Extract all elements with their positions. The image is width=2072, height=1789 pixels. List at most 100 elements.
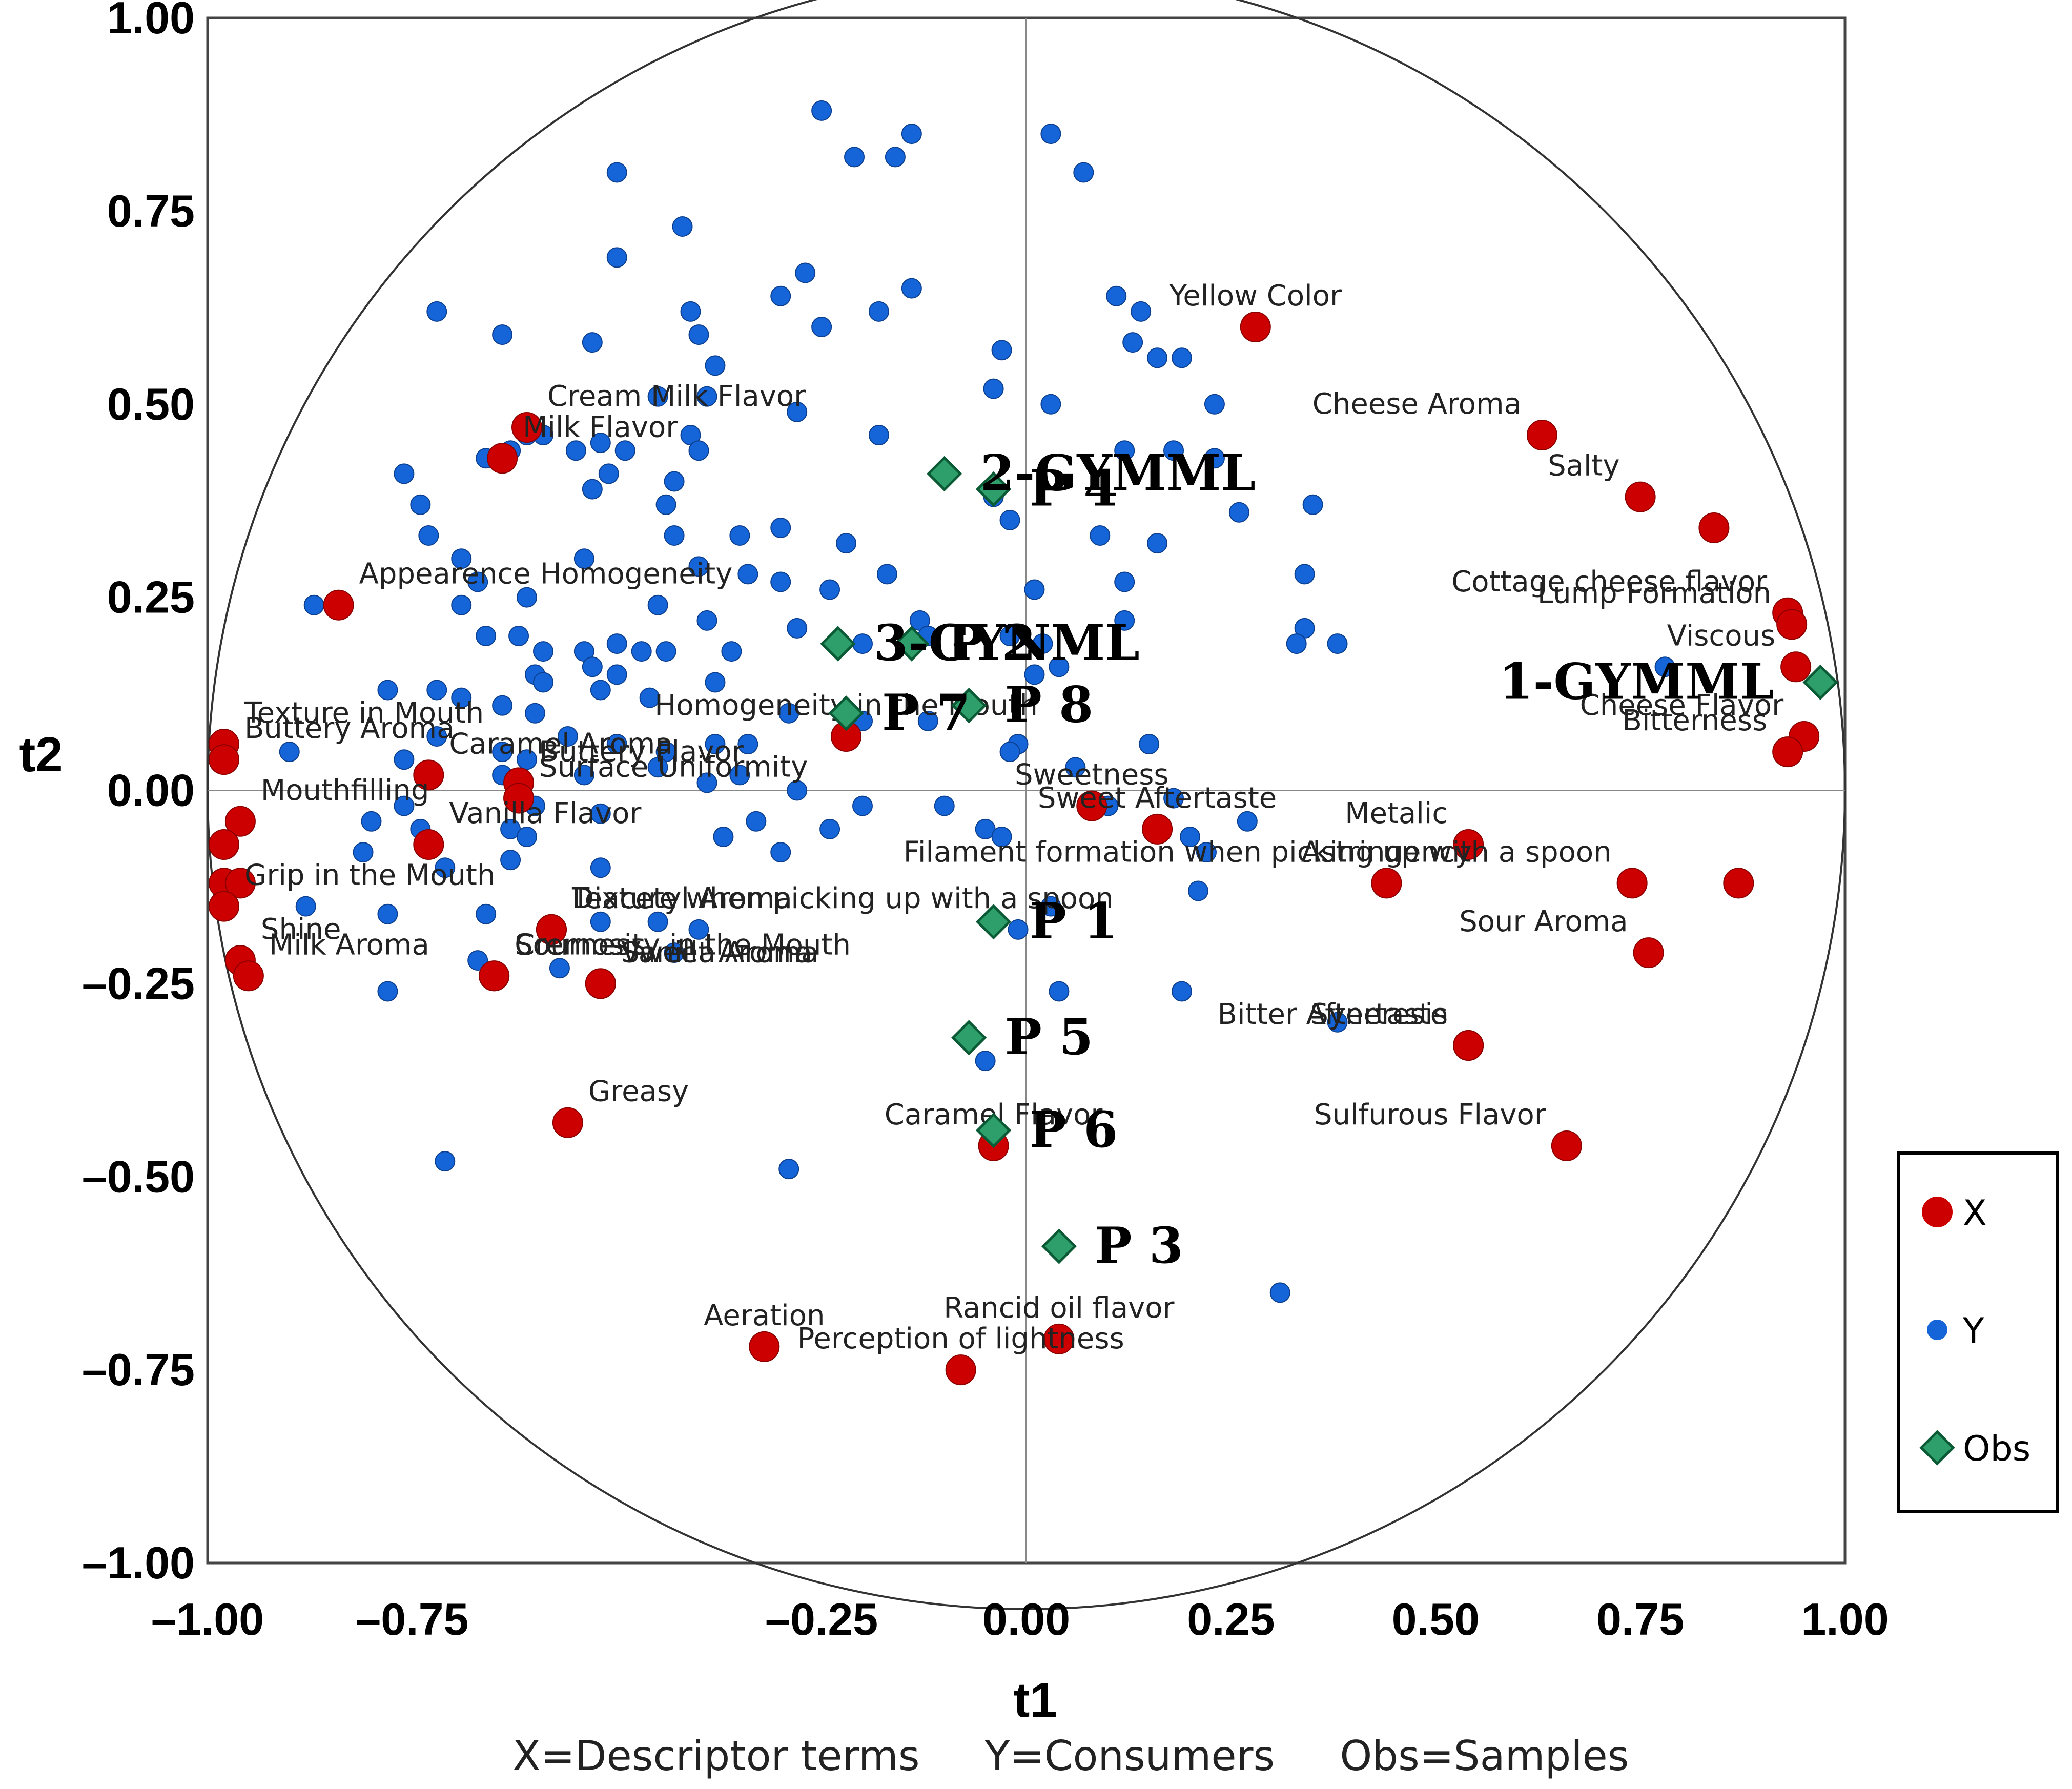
consumer-point <box>696 610 717 631</box>
consumer-point <box>590 911 611 932</box>
consumer-point <box>492 695 513 716</box>
consumer-point <box>1114 610 1135 631</box>
consumer-point <box>1172 981 1193 1002</box>
x-tick-label: –1.00 <box>151 1594 264 1644</box>
consumer-point <box>435 1151 456 1172</box>
consumer-point <box>525 703 545 724</box>
consumer-point <box>713 826 734 847</box>
descriptor-point <box>208 829 239 860</box>
descriptor-label: Rancid oil flavor <box>943 1291 1175 1325</box>
consumer-point <box>1163 788 1184 809</box>
descriptor-point <box>1453 829 1484 860</box>
consumer-point <box>606 162 627 183</box>
consumer-point <box>1040 124 1061 145</box>
descriptor-label: Grip in the Mouth <box>244 859 495 892</box>
y-tick-label: 0.75 <box>107 186 195 236</box>
consumer-point <box>811 100 832 121</box>
consumer-point <box>1032 633 1053 654</box>
descriptor-point <box>224 806 256 837</box>
sample-point <box>1802 664 1838 701</box>
x-tick-label: 0.00 <box>982 1594 1070 1644</box>
descriptor-point <box>1551 1130 1582 1161</box>
sample-label: 3-GYNML <box>874 614 1140 672</box>
consumer-point <box>451 687 472 708</box>
consumer-point <box>664 471 685 492</box>
consumer-point <box>377 981 398 1002</box>
consumer-point <box>451 548 472 569</box>
y-tick-label: 1.00 <box>107 0 195 43</box>
descriptor-point <box>1240 312 1271 342</box>
consumer-point <box>721 641 742 662</box>
descriptor-point <box>1526 420 1557 451</box>
consumer-point <box>1090 525 1111 546</box>
consumer-point <box>508 626 529 646</box>
descriptor-point <box>1723 868 1754 899</box>
descriptor-label: Syneresis <box>1310 998 1448 1031</box>
x-tick-label: –0.25 <box>765 1594 878 1644</box>
consumer-point <box>606 664 627 685</box>
y-tick-label: –0.75 <box>82 1344 195 1395</box>
consumer-point <box>1294 564 1315 585</box>
consumer-point <box>303 594 324 615</box>
descriptor-label: Milk Aroma <box>269 928 429 961</box>
sample-label: 1-GYMML <box>1499 652 1774 710</box>
consumer-point <box>532 672 553 693</box>
consumer-point <box>737 734 758 755</box>
consumer-point <box>688 556 709 577</box>
legend-y-marker <box>1927 1320 1947 1340</box>
sample-point <box>820 626 856 662</box>
descriptor-point <box>1625 481 1656 512</box>
consumer-point <box>746 811 767 832</box>
y-tick-label: 0.50 <box>107 379 195 429</box>
descriptor-label: Sulfurous Flavor <box>1314 1098 1547 1132</box>
consumer-point <box>901 124 922 145</box>
y-tick-label: 0.00 <box>107 765 195 816</box>
consumer-point <box>1040 896 1061 917</box>
descriptor-label: Cheese Aroma <box>1312 387 1522 421</box>
sample-label: P 3 <box>1095 1217 1183 1274</box>
descriptor-point <box>552 1107 583 1138</box>
descriptor-labels: Yellow Color Cheese Aroma Salty Cottage che… <box>244 279 1784 1355</box>
descriptor-point <box>945 1354 976 1386</box>
consumer-point <box>1228 502 1249 523</box>
descriptor-label: Caramel Aroma <box>449 727 672 760</box>
descriptor-point <box>413 829 444 860</box>
descriptor-label: Cremosity in the Mouth <box>515 928 851 961</box>
consumer-point <box>852 795 873 816</box>
descriptor-point <box>208 891 239 922</box>
consumer-point <box>770 571 791 592</box>
consumer-point <box>868 301 889 322</box>
consumer-point <box>688 919 709 940</box>
consumer-point <box>1187 880 1208 901</box>
consumer-point <box>279 742 300 763</box>
consumer-point <box>426 680 447 701</box>
consumer-point <box>778 1159 799 1180</box>
consumer-point <box>394 749 415 770</box>
descriptor-point <box>479 960 510 992</box>
legend-x-label: X <box>1963 1193 1987 1233</box>
consumer-point <box>573 548 594 569</box>
consumer-point <box>655 494 676 515</box>
descriptor-point <box>1633 937 1664 969</box>
descriptor-label: Viscous <box>1667 619 1776 652</box>
descriptor-label: Aeration <box>704 1299 825 1332</box>
consumer-point <box>787 780 808 801</box>
x-tick-label: 0.75 <box>1596 1594 1684 1644</box>
consumer-point <box>467 571 488 592</box>
consumer-point <box>1040 394 1061 415</box>
consumer-point <box>1114 571 1135 592</box>
descriptor-point <box>323 589 354 621</box>
consumer-point <box>901 278 922 299</box>
consumer-point <box>1172 347 1193 368</box>
consumer-point <box>492 324 513 345</box>
consumer-point <box>737 564 758 585</box>
consumer-point <box>1204 394 1225 415</box>
consumer-point <box>999 742 1020 763</box>
consumer-point <box>836 533 857 554</box>
consumer-point <box>705 734 726 755</box>
consumer-point <box>705 672 726 693</box>
consumer-point <box>795 262 816 283</box>
consumer-point <box>639 687 660 708</box>
sample-point <box>951 688 987 724</box>
